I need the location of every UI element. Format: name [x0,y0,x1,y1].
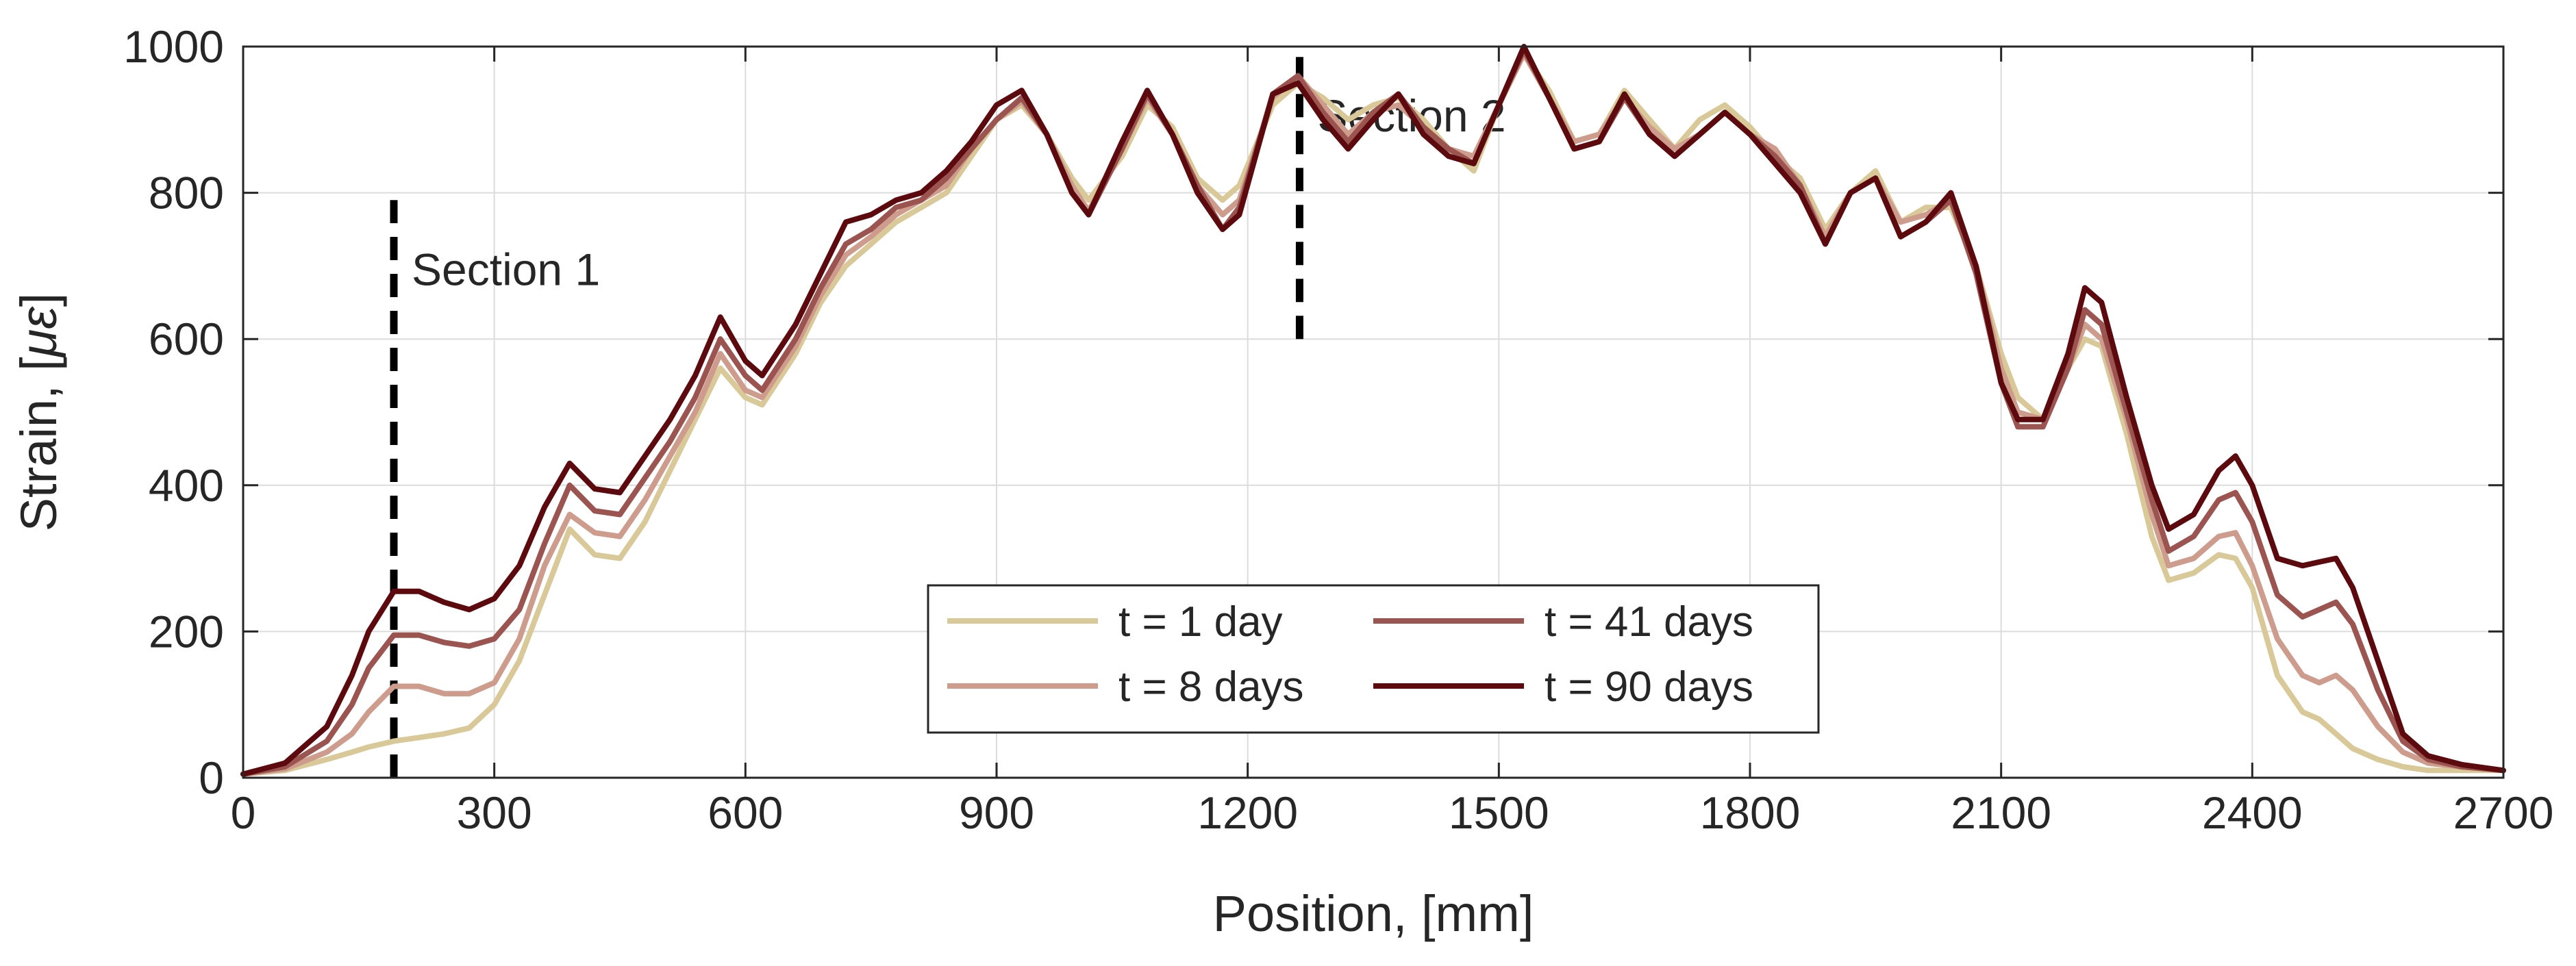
y-tick-label: 400 [149,460,224,511]
y-tick-label: 800 [149,168,224,218]
x-tick-label: 0 [231,787,256,838]
y-axis-label: Strain, [με] [10,293,67,532]
legend-box [927,584,1820,734]
series-line [240,44,2506,777]
y-axis-label-text: Strain, [ [10,357,67,531]
plot-area-frame [242,45,2505,779]
legend-label: t = 90 days [1545,663,1753,711]
legend-label: t = 8 days [1118,663,1304,711]
x-tick-label: 1500 [1449,787,1549,838]
section-marker-label: Section 1 [412,244,600,294]
x-tick-label: 1800 [1700,787,1801,838]
x-tick-label: 300 [457,787,532,838]
x-tick-label: 2100 [1951,787,2051,838]
y-tick-label: 200 [149,606,224,657]
x-tick-label: 2700 [2453,787,2554,838]
x-tick-label: 2400 [2202,787,2303,838]
legend-label: t = 41 days [1545,598,1753,646]
y-axis-label-close: ] [10,293,67,307]
y-axis-label-symbol: με [10,306,67,359]
y-tick-label: 1000 [123,21,224,72]
x-axis-label: Position, [mm] [1213,885,1534,942]
legend-label: t = 1 day [1118,598,1283,646]
x-tick-label: 600 [708,787,783,838]
y-tick-label: 600 [149,314,224,364]
axis-ticks: 0 300 600 900 1200 1500 1800 2100 2400 2700 0 200 40… [123,21,2553,838]
x-tick-label: 900 [959,787,1034,838]
data-series [240,44,2506,777]
x-tick-label: 1200 [1197,787,1298,838]
legend: t = 1 day t = 8 days t = 41 days t = 90 day… [927,584,1820,734]
y-tick-label: 0 [199,752,224,803]
